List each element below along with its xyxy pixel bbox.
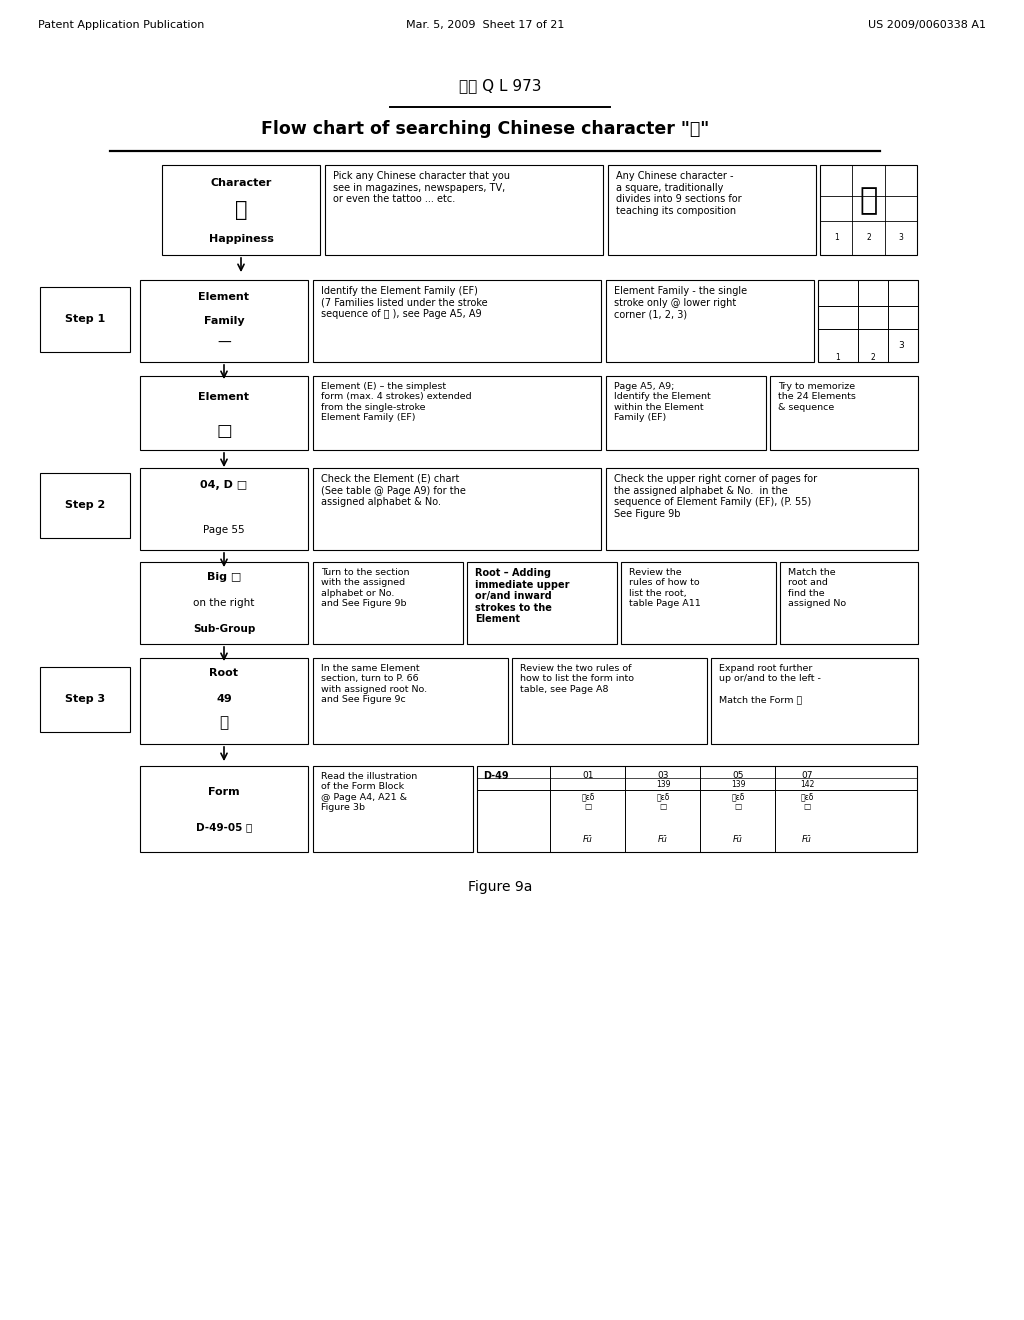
Text: Element: Element [199, 392, 250, 401]
Text: 福: 福 [859, 186, 878, 215]
Text: Patent Application Publication: Patent Application Publication [38, 20, 205, 30]
Bar [313, 469, 601, 550]
Bar [820, 165, 918, 255]
Text: Flow chart of searching Chinese character "福": Flow chart of searching Chinese characte… [261, 120, 710, 139]
Bar [621, 562, 776, 644]
Text: —: — [217, 337, 230, 350]
Bar [325, 165, 603, 255]
Bar [140, 766, 308, 851]
Text: Expand root further
up or/and to the left -

Match the Form 福: Expand root further up or/and to the lef… [719, 664, 821, 704]
Text: D-49-05 福: D-49-05 福 [196, 822, 252, 832]
Text: Fū: Fū [583, 836, 593, 843]
Text: In the same Element
section, turn to P. 66
with assigned root No.
and See Figure: In the same Element section, turn to P. … [321, 664, 427, 704]
Bar [140, 376, 308, 450]
Bar [40, 286, 130, 352]
Text: Mar. 5, 2009  Sheet 17 of 21: Mar. 5, 2009 Sheet 17 of 21 [406, 20, 564, 30]
Bar [313, 657, 508, 744]
Text: Happiness: Happiness [209, 234, 273, 244]
Bar [162, 165, 319, 255]
Bar [780, 562, 918, 644]
Text: Read the illustration
of the Form Block
@ Page A4, A21 &
Figure 3b: Read the illustration of the Form Block … [321, 772, 417, 812]
Bar [477, 766, 918, 851]
Bar [606, 376, 766, 450]
Bar [467, 562, 617, 644]
Text: Family: Family [204, 315, 245, 326]
Text: Sub-Group: Sub-Group [193, 624, 255, 634]
Text: Fū: Fū [658, 836, 668, 843]
Bar [770, 376, 918, 450]
Text: 1: 1 [836, 352, 841, 362]
Text: Step 1: Step 1 [65, 314, 105, 325]
Text: 2: 2 [870, 352, 876, 362]
Text: Check the Element (E) chart
(See table @ Page A9) for the
assigned alphabet & No: Check the Element (E) chart (See table @… [321, 474, 466, 507]
Bar [313, 766, 473, 851]
Text: Root: Root [210, 668, 239, 678]
Text: 142: 142 [800, 780, 814, 789]
Text: 05: 05 [732, 771, 743, 780]
Text: Pick any Chinese character that you
see in magazines, newspapers, TV,
or even th: Pick any Chinese character that you see … [333, 172, 510, 205]
Bar [140, 469, 308, 550]
Text: 04, D □: 04, D □ [201, 480, 248, 490]
Text: Figure 9a: Figure 9a [468, 880, 532, 894]
Text: Match the
root and
find the
assigned No: Match the root and find the assigned No [788, 568, 846, 609]
Text: Fū: Fū [802, 836, 812, 843]
Bar [140, 562, 308, 644]
Text: Element Family - the single
stroke only @ lower right
corner (1, 2, 3): Element Family - the single stroke only … [614, 286, 748, 319]
Bar [140, 280, 308, 362]
Text: 139: 139 [731, 780, 745, 789]
Text: 福εδ
□: 福εδ □ [656, 792, 670, 812]
Text: 2: 2 [866, 234, 870, 243]
Text: Step 3: Step 3 [65, 694, 105, 705]
Text: D-49: D-49 [483, 771, 509, 781]
Text: Page 55: Page 55 [203, 525, 245, 535]
Text: Fū: Fū [733, 836, 742, 843]
Bar [313, 376, 601, 450]
Text: 49: 49 [216, 694, 231, 705]
Text: Big □: Big □ [207, 572, 242, 582]
Text: Identify the Element Family (EF)
(7 Families listed under the stroke
sequence of: Identify the Element Family (EF) (7 Fami… [321, 286, 487, 319]
Bar [606, 469, 918, 550]
Text: 1: 1 [835, 234, 839, 243]
Bar [313, 280, 601, 362]
Text: 01: 01 [583, 771, 594, 780]
Text: Element: Element [199, 292, 250, 302]
Text: 穌: 穌 [219, 715, 228, 730]
Text: Check the upper right corner of pages for
the assigned alphabet & No.  in the
se: Check the upper right corner of pages fo… [614, 474, 817, 519]
Bar [608, 165, 816, 255]
Text: 福εδ
□: 福εδ □ [731, 792, 744, 812]
Text: 乾隆 Q L 973: 乾隆 Q L 973 [459, 78, 542, 92]
Text: 富εδ
□: 富εδ □ [801, 792, 814, 812]
Text: Review the
rules of how to
list the root,
table Page A11: Review the rules of how to list the root… [629, 568, 700, 609]
Bar [40, 667, 130, 733]
Bar [140, 657, 308, 744]
Text: Review the two rules of
how to list the form into
table, see Page A8: Review the two rules of how to list the … [520, 664, 634, 694]
Text: 福: 福 [234, 201, 247, 220]
Text: 03: 03 [657, 771, 669, 780]
Text: Root – Adding
immediate upper
or/and inward
strokes to the
Element: Root – Adding immediate upper or/and inw… [475, 568, 569, 624]
Text: □: □ [216, 422, 231, 441]
Text: Page A5, A9;
Identify the Element
within the Element
Family (EF): Page A5, A9; Identify the Element within… [614, 381, 711, 422]
Text: 3: 3 [898, 234, 903, 243]
Text: Any Chinese character -
a square, traditionally
divides into 9 sections for
teac: Any Chinese character - a square, tradit… [616, 172, 741, 215]
Text: US 2009/0060338 A1: US 2009/0060338 A1 [868, 20, 986, 30]
Text: 祐εδ
□: 祐εδ □ [582, 792, 595, 812]
Bar [313, 562, 463, 644]
Text: 139: 139 [655, 780, 671, 789]
Text: Step 2: Step 2 [65, 500, 105, 511]
Text: Turn to the section
with the assigned
alphabet or No.
and See Figure 9b: Turn to the section with the assigned al… [321, 568, 410, 609]
Bar [40, 473, 130, 539]
Bar [818, 280, 918, 362]
Text: Form: Form [208, 787, 240, 797]
Bar [512, 657, 707, 744]
Text: Try to memorize
the 24 Elements
& sequence: Try to memorize the 24 Elements & sequen… [778, 381, 856, 412]
Text: Element (E) – the simplest
form (max. 4 strokes) extended
from the single-stroke: Element (E) – the simplest form (max. 4 … [321, 381, 472, 422]
Text: on the right: on the right [194, 598, 255, 609]
Bar [606, 280, 814, 362]
Bar [711, 657, 918, 744]
Text: Character: Character [210, 178, 271, 187]
Text: 07: 07 [801, 771, 813, 780]
Text: 3: 3 [898, 341, 904, 350]
